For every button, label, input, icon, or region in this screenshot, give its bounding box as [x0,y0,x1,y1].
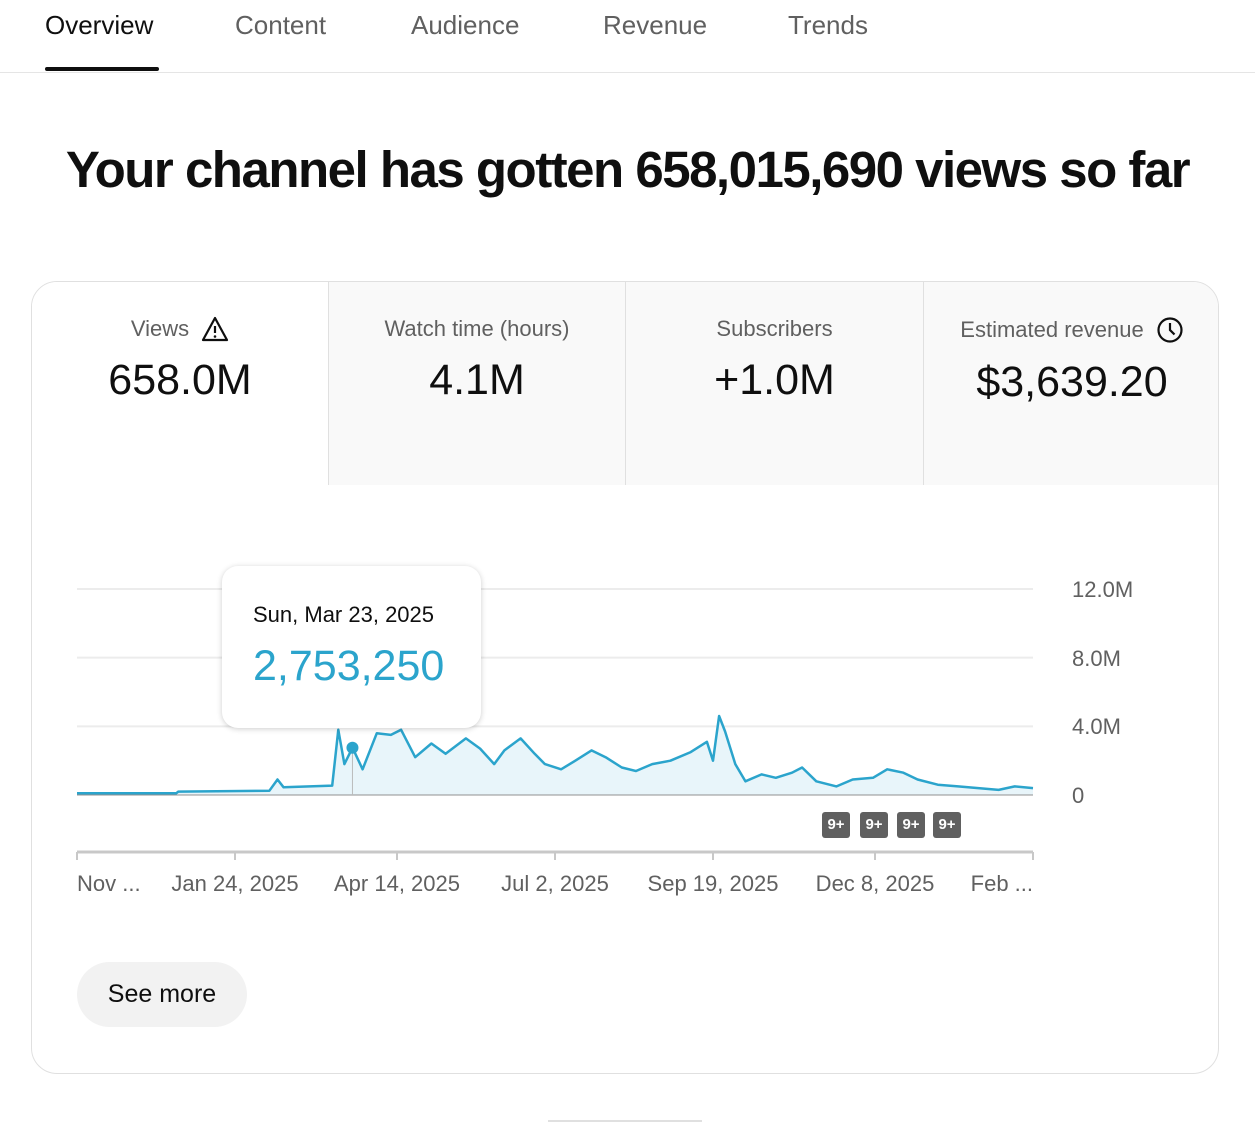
video-marker-badge[interactable]: 9+ [897,812,925,838]
metric-subscribers[interactable]: Subscribers +1.0M [625,282,923,485]
metric-label: Views [130,316,190,341]
tab-revenue[interactable]: Revenue [603,10,708,40]
metric-label: Subscribers [716,316,833,341]
tab-content[interactable]: Content [235,10,327,40]
chart-tooltip: Sun, Mar 23, 2025 2,753,250 [222,566,481,728]
y-tick-label: 12.0M [1072,577,1134,602]
metric-value: 658.0M [108,356,252,404]
x-tick-label: Jul 2, 2025 [501,871,609,896]
tab-trends[interactable]: Trends [788,10,868,40]
x-tick-label: Dec 8, 2025 [815,871,935,896]
page-title: Your channel has gotten 658,015,690 view… [65,141,1191,198]
y-tick-label: 4.0M [1072,714,1121,739]
area-fill [77,716,1033,795]
x-tick-label: Apr 14, 2025 [334,871,460,896]
metric-watch-time[interactable]: Watch time (hours) 4.1M [328,282,625,485]
y-tick-label: 0 [1072,783,1085,808]
tooltip-date: Sun, Mar 23, 2025 [253,602,435,627]
video-marker-badge[interactable]: 9+ [822,812,850,838]
x-tick-label: Jan 24, 2025 [171,871,299,896]
metric-label: Watch time (hours) [384,316,570,341]
warning-icon [202,316,229,342]
see-more-button[interactable]: See more [77,962,247,1027]
clock-icon [1157,317,1183,343]
tab-audience[interactable]: Audience [411,10,520,40]
metric-value: 4.1M [429,356,525,404]
metric-value: +1.0M [714,356,835,404]
tooltip-value: 2,753,250 [253,642,445,690]
video-marker-badge[interactable]: 9+ [860,812,888,838]
x-tick-label: Sep 19, 2025 [647,871,779,896]
metric-label: Estimated revenue [960,317,1144,342]
x-tick-label: Feb ... [970,871,1033,896]
divider [548,1120,702,1122]
metric-value: $3,639.20 [976,358,1168,406]
analytics-tabs: Overview Content Audience Revenue Trends [0,0,1255,73]
y-tick-label: 8.0M [1072,646,1121,671]
x-tick-label: Nov ... [77,871,141,896]
tab-overview[interactable]: Overview [45,10,154,40]
metric-estimated-revenue[interactable]: Estimated revenue $3,639.20 [923,282,1218,485]
active-tab-indicator [45,67,159,71]
overview-card: Views 658.0M Watch time (hours) 4.1M Sub… [31,281,1219,1074]
hover-point [346,741,359,754]
metric-views[interactable]: Views 658.0M [32,282,328,485]
video-marker-badge[interactable]: 9+ [933,812,961,838]
